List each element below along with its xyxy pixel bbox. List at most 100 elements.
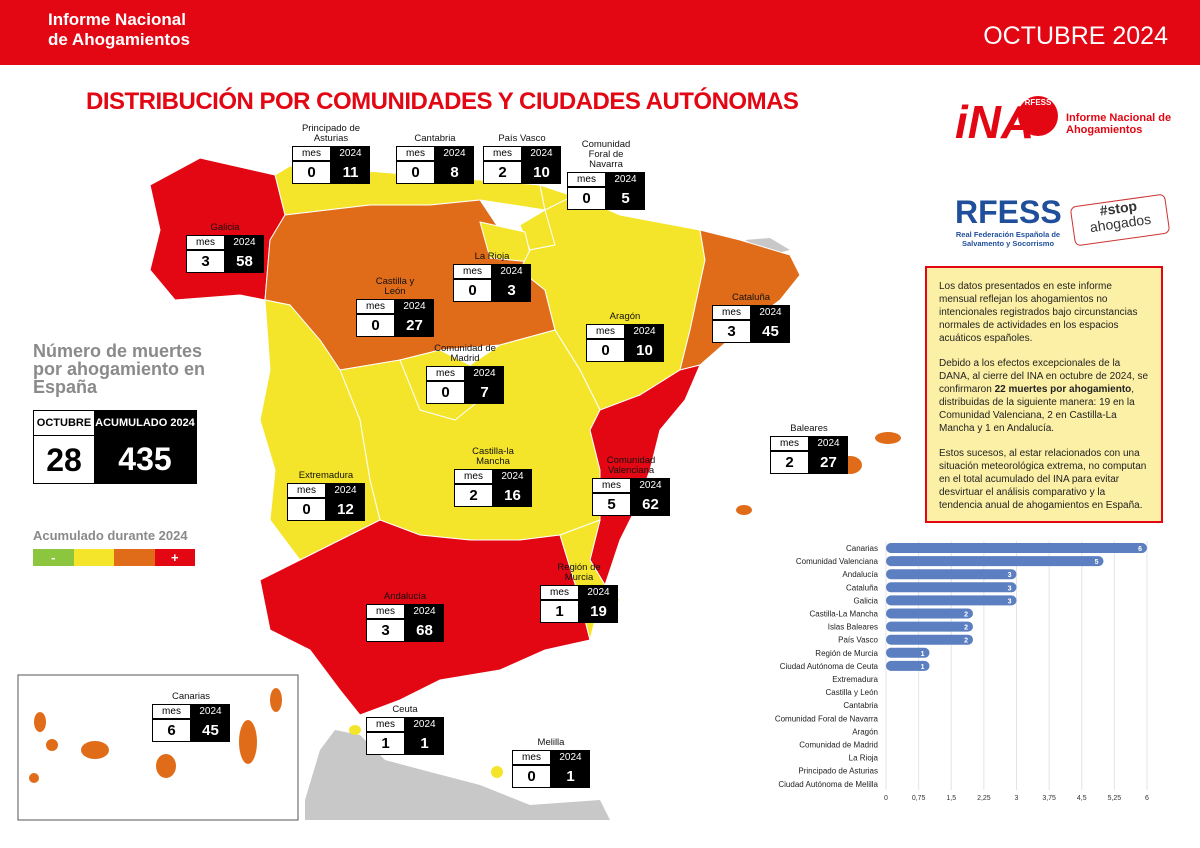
summary-box: OCTUBRE ACUMULADO 2024 28 435	[33, 410, 197, 484]
year-value: 62	[631, 493, 670, 516]
month-header: mes	[540, 585, 579, 600]
month-header: mes	[186, 235, 225, 250]
region-box: mes 2024 2 27	[770, 436, 848, 474]
month-header: mes	[586, 324, 625, 339]
box-header: mes 2024	[396, 146, 474, 161]
region-box: mes 2024 0 3	[453, 264, 531, 302]
year-header: 2024	[395, 299, 434, 314]
year-value: 10	[625, 339, 664, 362]
month-value: 0	[567, 187, 606, 210]
region-box: mes 2024 0 1	[512, 750, 590, 788]
year-value: 11	[331, 161, 370, 184]
year-header: 2024	[751, 305, 790, 320]
box-header: mes 2024	[712, 305, 790, 320]
year-header: 2024	[405, 604, 444, 619]
box-header: mes 2024	[152, 704, 230, 719]
rfess-name: Real Federación Española de Salvamento y…	[955, 230, 1061, 248]
summary-title: Número de muertes por ahogamiento en Esp…	[33, 341, 206, 397]
legend-swatch: -	[33, 549, 74, 566]
region-name: Castilla-la Mancha	[472, 446, 514, 467]
region-box: mes 2024 3 58	[186, 235, 264, 273]
month-value: 0	[426, 381, 465, 404]
year-header: 2024	[551, 750, 590, 765]
region-name: Comunidad de Madrid	[434, 343, 496, 364]
region-name: Región de Murcia	[557, 562, 601, 583]
region-name: Extremadura	[298, 470, 354, 481]
region-box: mes 2024 6 45	[152, 704, 230, 742]
box-values: 2 10	[483, 161, 561, 184]
region-name: Andalucía	[383, 591, 427, 602]
box-header: mes 2024	[770, 436, 848, 451]
month-header: mes	[712, 305, 751, 320]
region-shape	[349, 725, 361, 735]
box-header: mes 2024	[512, 750, 590, 765]
box-header: mes 2024	[567, 172, 645, 187]
legend: - +	[33, 549, 195, 566]
box-header: mes 2024	[453, 264, 531, 279]
month-value: 6	[152, 719, 191, 742]
year-header: 2024	[405, 717, 444, 732]
region-box: mes 2024 0 8	[396, 146, 474, 184]
month-header: mes	[366, 604, 405, 619]
year-header: 2024	[191, 704, 230, 719]
ina-rfess: RFESS	[1018, 96, 1058, 136]
region-box: mes 2024 0 5	[567, 172, 645, 210]
legend-title: Acumulado durante 2024	[33, 528, 188, 543]
year-value: 1	[551, 765, 590, 788]
box-header: mes 2024	[540, 585, 618, 600]
box-header: mes 2024	[592, 478, 670, 493]
month-value: 3	[186, 250, 225, 273]
region-box: mes 2024 5 62	[592, 478, 670, 516]
ina-name: Informe Nacional de Ahogamientos	[1066, 112, 1172, 136]
year-header: 2024	[579, 585, 618, 600]
region-box: mes 2024 0 7	[426, 366, 504, 404]
region-shape	[736, 505, 752, 515]
header-bar	[0, 0, 1200, 65]
africa	[305, 730, 610, 820]
month-value: 0	[356, 314, 395, 337]
region-name: Cantabria	[414, 133, 456, 144]
box-header: mes 2024	[292, 146, 370, 161]
month-value: 3	[366, 619, 405, 642]
region-shape	[46, 739, 58, 751]
legend-swatch	[114, 549, 155, 566]
rfess-logo: RFESS	[955, 194, 1062, 230]
year-value: 16	[493, 484, 532, 507]
box-header: mes 2024	[366, 604, 444, 619]
month-value: 0	[292, 161, 331, 184]
region-shape	[29, 773, 39, 783]
box-header: mes 2024	[483, 146, 561, 161]
month-value: 0	[396, 161, 435, 184]
stop-text: ahogados	[1088, 210, 1152, 236]
box-header: mes 2024	[454, 469, 532, 484]
summary-year: 435	[94, 435, 196, 483]
header-title: Informe Nacional de Ahogamientos	[48, 10, 190, 49]
box-values: 2 27	[770, 451, 848, 474]
region-name: Galicia	[210, 222, 240, 233]
region-name: Comunidad Foral de Navarra	[581, 139, 631, 170]
box-values: 2 16	[454, 484, 532, 507]
year-header: 2024	[606, 172, 645, 187]
year-value: 5	[606, 187, 645, 210]
month-header: mes	[592, 478, 631, 493]
box-values: 0 27	[356, 314, 434, 337]
month-value: 1	[540, 600, 579, 623]
month-header: mes	[366, 717, 405, 732]
region-name: Aragón	[609, 311, 641, 322]
year-value: 68	[405, 619, 444, 642]
month-header: mes	[770, 436, 809, 451]
box-header: mes 2024	[366, 717, 444, 732]
year-header: 2024	[492, 264, 531, 279]
box-header: mes 2024	[426, 366, 504, 381]
year-header: 2024	[326, 483, 365, 498]
box-values: 0 11	[292, 161, 370, 184]
region-shape	[81, 741, 109, 759]
month-value: 0	[512, 765, 551, 788]
month-value: 3	[712, 320, 751, 343]
month-value: 2	[454, 484, 493, 507]
region-box: mes 2024 3 68	[366, 604, 444, 642]
year-header: 2024	[493, 469, 532, 484]
